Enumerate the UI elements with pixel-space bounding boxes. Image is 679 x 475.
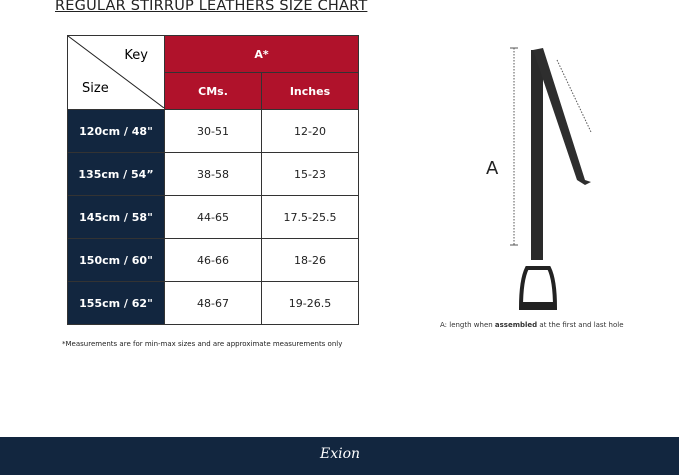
size-label: Size [82,81,109,96]
size-cell: 145cm / 58" [67,195,165,239]
table-row: 155cm / 62" 48-67 19-26.5 [67,281,359,325]
column-header-inches: Inches [261,72,359,110]
caption-text: A: length when [440,321,495,329]
cms-cell: 30-51 [164,109,262,153]
diagram-caption: A: length when assembled at the first an… [440,321,624,329]
size-cell: 120cm / 48" [67,109,165,153]
column-header-cms: CMs. [164,72,262,110]
size-cell: 155cm / 62" [67,281,165,325]
size-cell: 150cm / 60" [67,238,165,282]
inches-cell: 19-26.5 [261,281,359,325]
inches-cell: 15-23 [261,152,359,196]
caption-bold-text: assembled [494,321,538,329]
cms-cell: 44-65 [164,195,262,239]
inches-cell: 17.5-25.5 [261,195,359,239]
measurement-a-label: A [486,158,499,179]
stirrup-leather-illustration [510,47,592,310]
table-row: 120cm / 48" 30-51 12-20 [67,109,359,153]
table-row: 150cm / 60" 46-66 18-26 [67,238,359,282]
brand-logo: Exion [320,446,361,462]
key-size-corner-cell: Key Size [67,35,165,110]
inches-cell: 12-20 [261,109,359,153]
footer-band [0,437,679,475]
size-chart-table: Key Size A* CMs. Inches 120cm / 48" 30-51… [67,35,359,325]
cms-cell: 48-67 [164,281,262,325]
page-title: REGULAR STIRRUP LEATHERS SIZE CHART [55,0,368,14]
table-row: 145cm / 58" 44-65 17.5-25.5 [67,195,359,239]
table-row: 135cm / 54” 38-58 15-23 [67,152,359,196]
inches-cell: 18-26 [261,238,359,282]
group-header-a: A* [164,35,359,73]
cms-cell: 46-66 [164,238,262,282]
key-label: Key [124,48,148,63]
caption-text: at the first and last hole [537,321,624,329]
footnote: *Measurements are for min-max sizes and … [62,340,343,348]
size-cell: 135cm / 54” [67,152,165,196]
cms-cell: 38-58 [164,152,262,196]
